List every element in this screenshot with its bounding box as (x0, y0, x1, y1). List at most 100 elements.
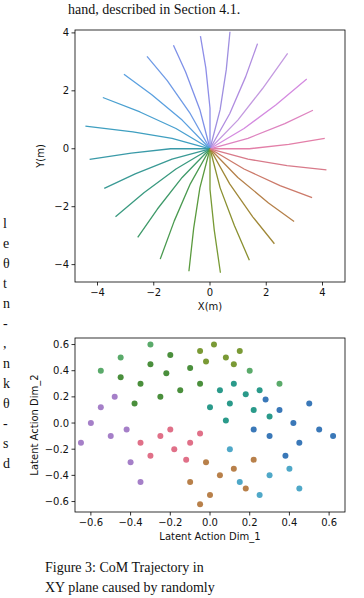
x-tick (90, 512, 91, 516)
point (251, 427, 257, 433)
point (231, 381, 237, 387)
margin-text: n (3, 296, 10, 311)
x-tick-label: 4 (319, 287, 325, 298)
point (276, 381, 282, 387)
trajectory (103, 97, 210, 148)
point (251, 407, 257, 413)
point (132, 400, 138, 406)
x-tick-label: 0 (207, 287, 213, 298)
y-tick (72, 344, 76, 345)
point (282, 453, 288, 459)
point (163, 370, 169, 376)
trajectory (85, 126, 210, 149)
margin-text: θ (3, 256, 10, 271)
point (197, 431, 203, 437)
x-tick-label: −2 (146, 287, 161, 298)
y-axis-label: Latent Action Dim_2 (29, 374, 41, 475)
plot-area (85, 32, 326, 273)
x-tick (97, 282, 98, 286)
y-tick (72, 90, 76, 91)
x-tick-label: −0.4 (118, 517, 142, 528)
trajectory (210, 44, 258, 149)
point (167, 352, 173, 358)
margin-text: - (3, 416, 8, 431)
point (223, 355, 229, 361)
point (207, 404, 213, 410)
margin-text: t (3, 276, 7, 291)
point (197, 348, 203, 354)
caption: XY plane caused by randomly (45, 580, 215, 595)
point (108, 433, 114, 439)
point (207, 492, 213, 498)
frame (75, 30, 345, 282)
y-tick (72, 423, 76, 424)
point (267, 413, 273, 419)
point (88, 420, 94, 426)
y-tick (72, 396, 76, 397)
point (290, 420, 296, 426)
point (227, 446, 233, 452)
margin-text: k (3, 376, 10, 391)
point (187, 479, 193, 485)
x-tick (170, 512, 171, 516)
point (197, 381, 203, 387)
trajectory (147, 56, 210, 148)
point (217, 472, 223, 478)
x-tick (266, 282, 267, 286)
trajectory (210, 149, 312, 198)
point (316, 427, 322, 433)
trajectory (210, 149, 274, 244)
point (257, 492, 263, 498)
point (118, 355, 124, 361)
point (203, 459, 209, 465)
margin-text: θ (3, 396, 10, 411)
point (296, 485, 302, 491)
point (78, 440, 84, 446)
point (157, 394, 163, 400)
point (227, 400, 233, 406)
y-tick (72, 475, 76, 476)
point (183, 457, 189, 463)
point (177, 387, 183, 393)
page: hand, described in Section 4.1.leθtn-,nk… (0, 0, 364, 598)
point (112, 394, 118, 400)
y-tick (72, 501, 76, 502)
header-text: hand, described in Section 4.1. (68, 2, 240, 17)
point (231, 361, 237, 367)
point (237, 348, 243, 354)
y-axis-label: Y(m) (35, 144, 46, 169)
margin-text: - (3, 316, 8, 331)
point (171, 446, 177, 452)
chart: −4−2024−4−2024X(m)Y(m) (35, 27, 345, 312)
y-tick-label: 0 (63, 143, 69, 154)
y-tick (72, 264, 76, 265)
x-tick (130, 512, 131, 516)
x-tick (289, 512, 290, 516)
point (267, 433, 273, 439)
point (257, 387, 263, 393)
x-tick (322, 282, 323, 286)
x-axis-label: Latent Action Dim_1 (159, 531, 260, 543)
x-tick (153, 282, 154, 286)
caption: Figure 3: CoM Trajectory in (45, 560, 204, 575)
point (128, 459, 134, 465)
point (211, 342, 217, 348)
y-tick (72, 148, 76, 149)
trajectory (210, 79, 307, 149)
point (98, 404, 104, 410)
x-tick (210, 282, 211, 286)
trajectory (210, 149, 326, 170)
point (187, 365, 193, 371)
plot-area (78, 342, 336, 508)
point (98, 368, 104, 374)
trajectory (160, 149, 210, 259)
x-tick-label: −0.2 (158, 517, 182, 528)
point (231, 466, 237, 472)
point (118, 374, 124, 380)
point (267, 472, 273, 478)
point (306, 400, 312, 406)
x-tick-label: 0.4 (281, 517, 297, 528)
margin-text: n (3, 356, 10, 371)
y-tick-label: −0.4 (45, 470, 69, 481)
chart: −0.6−0.4−0.20.00.20.40.6−0.6−0.4−0.20.00… (29, 338, 345, 543)
